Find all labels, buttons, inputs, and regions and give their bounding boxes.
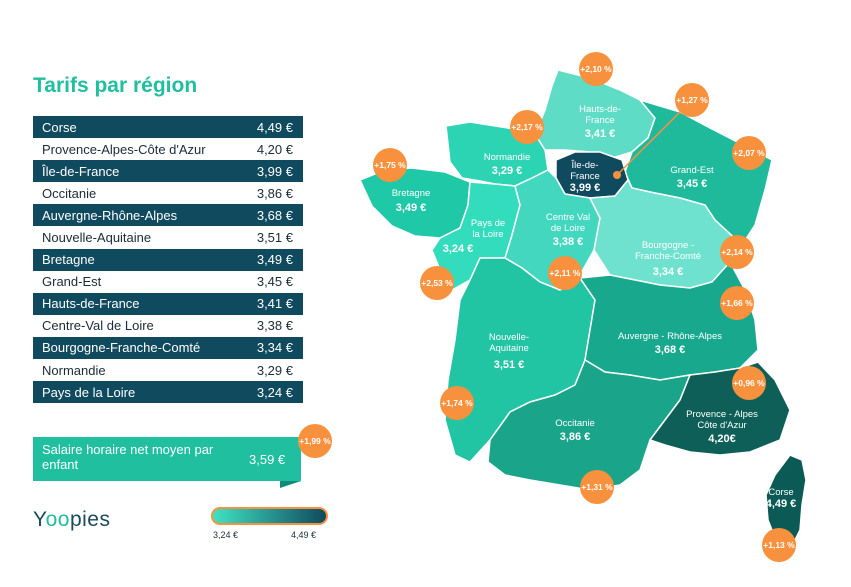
- region-price: 3,38 €: [256, 318, 293, 334]
- region-price: 3,51 €: [256, 230, 293, 246]
- region-price-table: Corse 4,49 € Provence-Alpes-Côte d'Azur 4,…: [33, 116, 303, 404]
- table-row: Grand-Est 3,45 €: [33, 271, 303, 293]
- region-name-hdf: Hauts-de- France: [579, 104, 621, 126]
- region-value-paca: 4,20€: [708, 433, 736, 445]
- region-label: Centre-Val de Loire: [42, 318, 154, 334]
- region-label: Corse: [42, 119, 77, 135]
- table-row: Nouvelle-Aquitaine 3,51 €: [33, 226, 303, 248]
- table-row: Auvergne-Rhône-Alpes 3,68 €: [33, 204, 303, 227]
- change-badge-bfc: +2,14 %: [720, 235, 754, 269]
- region-value-centre-val-de-loire: 3,38 €: [552, 236, 584, 248]
- region-value-bfc: 3,34 €: [652, 266, 684, 278]
- table-row: Normandie 3,29 €: [33, 359, 303, 381]
- region-name-bfc: Bourgogne - Franche-Comté: [635, 240, 701, 262]
- region-label: Hauts-de-France: [42, 296, 140, 312]
- region-name-pays-de-la-loire: Pays de la Loire: [470, 218, 506, 240]
- region-price: 3,99 €: [256, 163, 293, 179]
- region-name-occitanie: Occitanie: [555, 418, 595, 429]
- change-badge-ara: +1,66 %: [720, 286, 754, 320]
- average-salary-value: 3,59 €: [249, 452, 286, 467]
- region-name-bretagne: Bretagne: [391, 188, 431, 199]
- region-label: Normandie: [42, 362, 106, 378]
- region-name-idf: Île-de- France: [570, 160, 600, 182]
- region-price: 3,41 €: [256, 296, 293, 312]
- region-value-occitanie: 3,86 €: [559, 431, 591, 443]
- table-row: Bourgogne-Franche-Comté 3,34 €: [33, 336, 303, 360]
- change-badge-bretagne: +1,75 %: [373, 148, 407, 182]
- salary-box-tail: [280, 481, 301, 488]
- change-badge-occitanie: +1,31 %: [580, 470, 614, 504]
- legend-min-label: 3,24 €: [213, 530, 239, 540]
- region-name-paca: Provence - Alpes Côte d'Azur: [686, 409, 758, 431]
- region-label: Île-de-France: [42, 163, 120, 179]
- region-value-hdf: 3,41 €: [584, 128, 616, 140]
- region-value-normandie: 3,29 €: [491, 165, 523, 177]
- change-badge-centre-val-de-loire: +2,11 %: [548, 256, 582, 290]
- salary-change-badge: +1,99 %: [298, 424, 332, 458]
- region-value-grand-est: 3,45 €: [676, 178, 708, 190]
- table-row: Provence-Alpes-Côte d'Azur 4,20 €: [33, 138, 303, 160]
- legend-max-label: 4,49 €: [291, 530, 317, 540]
- region-price: 3,34 €: [256, 340, 293, 356]
- region-name-normandie: Normandie: [483, 152, 531, 163]
- region-price: 3,49 €: [256, 252, 293, 268]
- region-label: Occitanie: [42, 185, 97, 201]
- change-badge-normandie: +2,17 %: [510, 110, 544, 144]
- table-row: Bretagne 3,49 €: [33, 248, 303, 271]
- change-badge-hdf: +2,10 %: [579, 52, 613, 86]
- region-label: Provence-Alpes-Côte d'Azur: [42, 141, 206, 157]
- region-value-bretagne: 3,49 €: [395, 202, 427, 214]
- idf-callout-dot: [613, 171, 621, 179]
- legend-gradient-bar: [211, 507, 328, 525]
- change-badge-paca: +0,96 %: [732, 366, 766, 400]
- table-row: Corse 4,49 €: [33, 116, 303, 139]
- region-label: Nouvelle-Aquitaine: [42, 230, 152, 246]
- yoopies-logo: Yoopies: [33, 508, 111, 531]
- region-price: 3,29 €: [256, 362, 293, 378]
- region-value-nouvelle-aquitaine: 3,51 €: [493, 359, 525, 371]
- region-price: 3,45 €: [256, 274, 293, 290]
- region-price: 3,68 €: [256, 207, 293, 223]
- page-title: Tarifs par région: [33, 74, 198, 97]
- table-row: Centre-Val de Loire 3,38 €: [33, 315, 303, 337]
- change-badge-grand-est: +2,07 %: [732, 136, 766, 170]
- change-badge-nouvelle-aquitaine: +1,74 %: [440, 386, 474, 420]
- table-row: Île-de-France 3,99 €: [33, 160, 303, 183]
- region-value-idf: 3,99 €: [569, 182, 601, 194]
- region-name-centre-val-de-loire: Centre Val de Loire: [545, 212, 591, 234]
- region-price: 4,20 €: [256, 141, 293, 157]
- region-value-ara: 3,68 €: [654, 344, 686, 356]
- table-row: Hauts-de-France 3,41 €: [33, 292, 303, 315]
- table-row: Pays de la Loire 3,24 €: [33, 381, 303, 404]
- change-badge-corse: +1,13 %: [762, 528, 796, 562]
- change-badge-pays-de-la-loire: +2,53 %: [420, 266, 454, 300]
- region-label: Auvergne-Rhône-Alpes: [42, 207, 178, 223]
- region-price: 3,86 €: [256, 185, 293, 201]
- region-value-pays-de-la-loire: 3,24 €: [442, 243, 474, 255]
- average-salary-label: Salaire horaire net moyen par enfant: [42, 442, 214, 472]
- region-name-nouvelle-aquitaine: Nouvelle- Aquitaine: [488, 332, 530, 354]
- region-label: Bretagne: [42, 252, 95, 268]
- region-name-corse: Corse: [768, 487, 794, 498]
- table-row: Occitanie 3,86 €: [33, 182, 303, 204]
- change-badge-idf: +1,27 %: [675, 83, 709, 117]
- region-name-grand-est: Grand-Est: [670, 165, 714, 176]
- average-salary-box: Salaire horaire net moyen par enfant 3,5…: [33, 437, 301, 481]
- region-price: 3,24 €: [256, 384, 293, 400]
- region-label: Pays de la Loire: [42, 384, 136, 400]
- region-name-ara: Auvergne - Rhône-Alpes: [617, 331, 723, 342]
- region-label: Grand-Est: [42, 274, 102, 290]
- region-label: Bourgogne-Franche-Comté: [42, 340, 201, 356]
- region-price: 4,49 €: [256, 119, 293, 135]
- region-value-corse: 4,49 €: [765, 498, 797, 510]
